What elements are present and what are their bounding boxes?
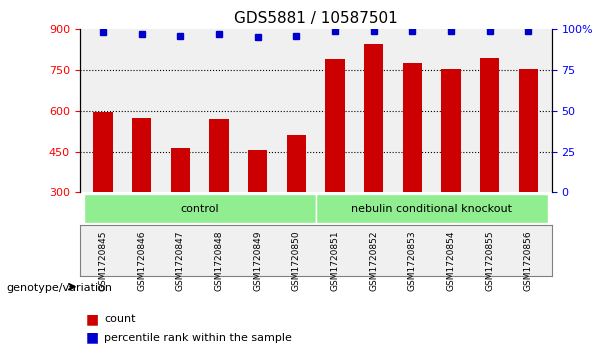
Text: percentile rank within the sample: percentile rank within the sample — [104, 333, 292, 343]
Bar — [209, 119, 229, 192]
Text: count: count — [104, 314, 135, 325]
Bar — [480, 58, 500, 192]
FancyBboxPatch shape — [316, 194, 548, 223]
Text: GSM1720845: GSM1720845 — [99, 230, 107, 291]
Bar — [403, 63, 422, 192]
Title: GDS5881 / 10587501: GDS5881 / 10587501 — [234, 12, 398, 26]
Bar — [248, 150, 267, 192]
Bar — [287, 135, 306, 192]
Bar — [441, 69, 461, 192]
Bar — [170, 148, 190, 192]
Text: GSM1720852: GSM1720852 — [369, 230, 378, 291]
Bar — [326, 59, 345, 192]
Text: GSM1720856: GSM1720856 — [524, 230, 533, 291]
FancyBboxPatch shape — [83, 194, 316, 223]
Text: nebulin conditional knockout: nebulin conditional knockout — [351, 204, 512, 214]
Text: GSM1720854: GSM1720854 — [447, 230, 455, 291]
Bar — [132, 118, 151, 192]
Text: GSM1720849: GSM1720849 — [253, 230, 262, 291]
Bar — [364, 44, 383, 192]
Text: GSM1720847: GSM1720847 — [176, 230, 185, 291]
Text: control: control — [180, 204, 219, 214]
Text: GSM1720850: GSM1720850 — [292, 230, 301, 291]
Text: GSM1720848: GSM1720848 — [215, 230, 224, 291]
Text: GSM1720855: GSM1720855 — [485, 230, 494, 291]
Bar — [93, 112, 113, 192]
Text: GSM1720851: GSM1720851 — [330, 230, 340, 291]
Text: ■: ■ — [86, 331, 99, 344]
Bar — [519, 69, 538, 192]
Text: genotype/variation: genotype/variation — [6, 283, 112, 293]
Text: GSM1720853: GSM1720853 — [408, 230, 417, 291]
Text: ■: ■ — [86, 313, 99, 326]
Text: GSM1720846: GSM1720846 — [137, 230, 146, 291]
